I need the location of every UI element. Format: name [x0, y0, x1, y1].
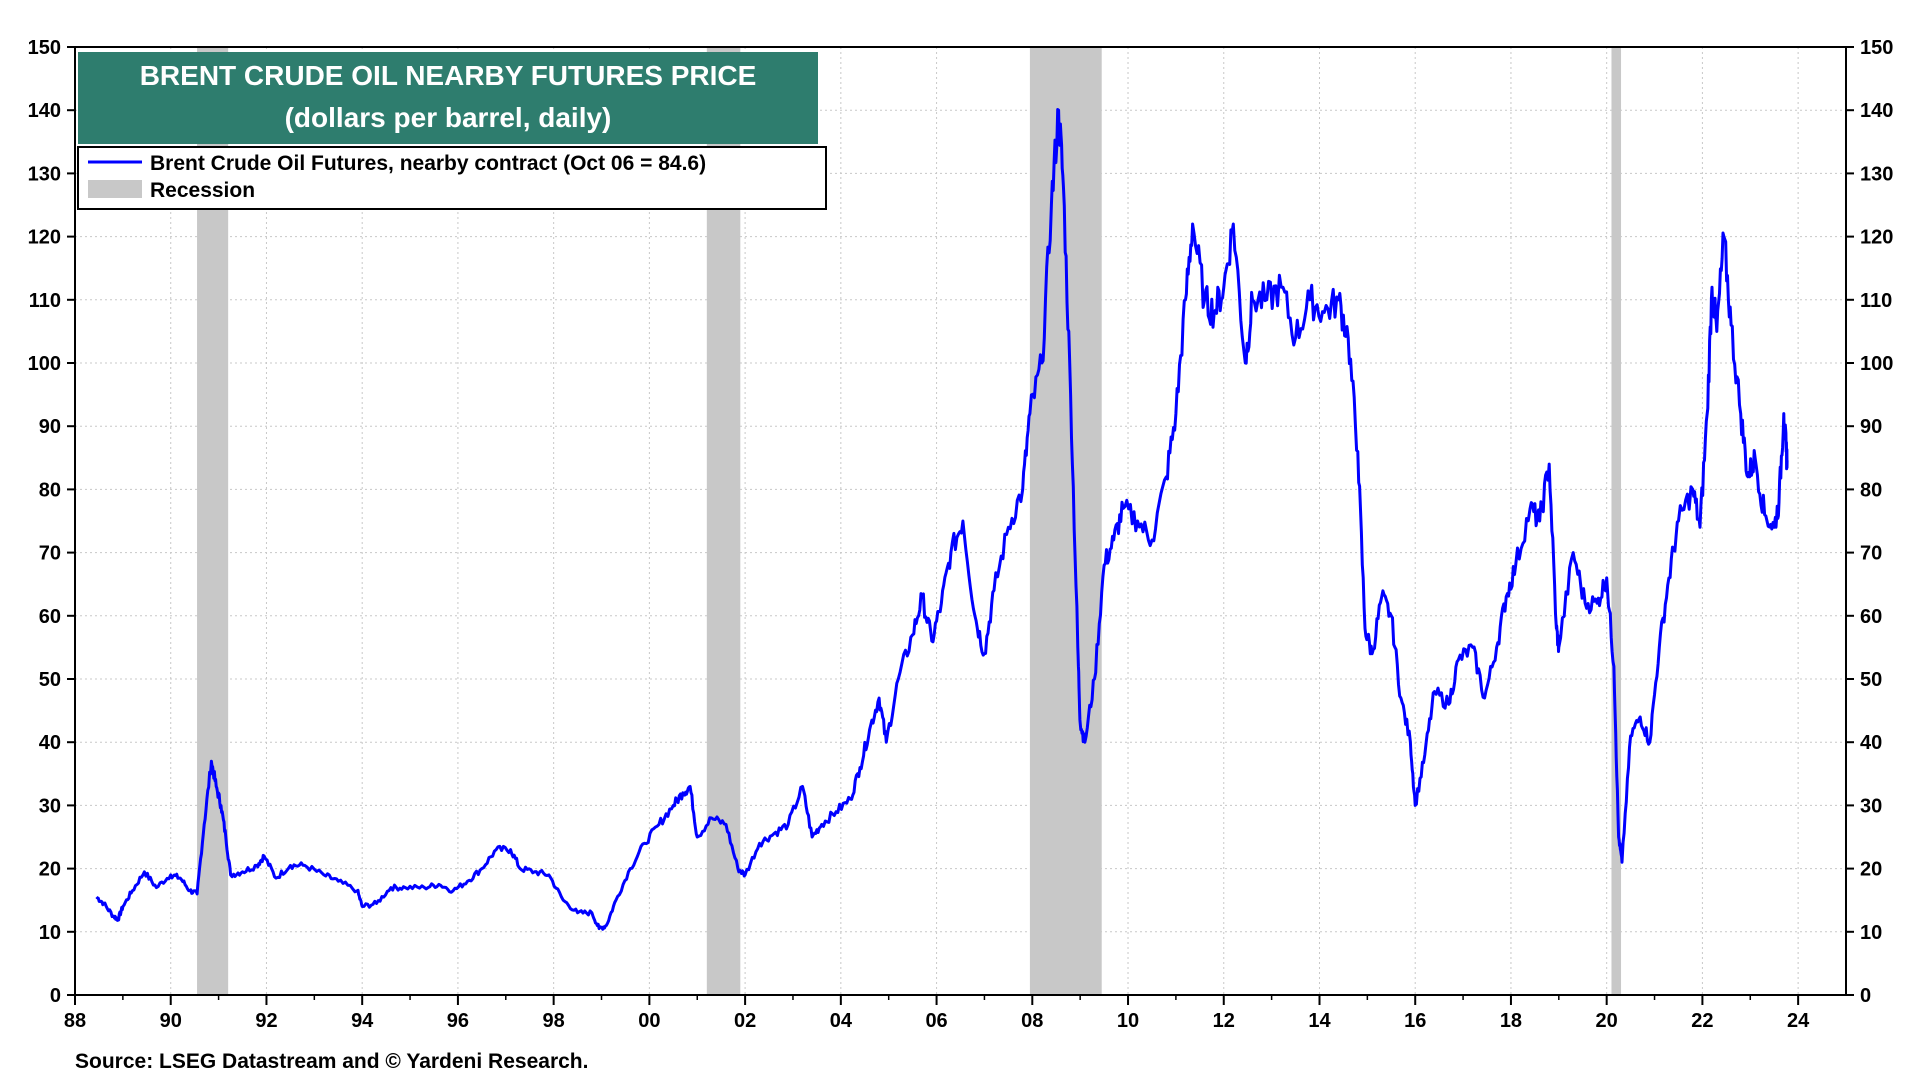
x-tick-label-06: 06 — [925, 1010, 947, 1032]
x-tick-label-24: 24 — [1787, 1010, 1810, 1032]
y-tick-label-left-130: 130 — [28, 163, 61, 185]
x-tick-label-98: 98 — [543, 1010, 565, 1032]
x-tick-label-10: 10 — [1117, 1010, 1139, 1032]
y-tick-label-right-40: 40 — [1860, 732, 1882, 754]
y-tick-label-left-20: 20 — [39, 859, 61, 881]
y-tick-label-right-150: 150 — [1860, 37, 1893, 59]
y-tick-label-left-100: 100 — [28, 353, 61, 375]
x-tick-label-22: 22 — [1691, 1010, 1713, 1032]
legend-box — [77, 146, 827, 210]
chart-subtitle: (dollars per barrel, daily) — [285, 102, 612, 133]
legend: Brent Crude Oil Futures, nearby contract… — [77, 146, 827, 210]
y-tick-label-right-110: 110 — [1860, 290, 1892, 312]
x-tick-label-02: 02 — [734, 1010, 756, 1032]
title-box-background — [78, 52, 818, 144]
x-tick-label-18: 18 — [1500, 1010, 1522, 1032]
y-tick-label-right-10: 10 — [1860, 922, 1882, 944]
legend-entry-recession: Recession — [150, 179, 255, 202]
recession-band-3 — [1611, 47, 1622, 995]
legend-recession-swatch — [88, 180, 142, 198]
source-note: Source: LSEG Datastream and © Yardeni Re… — [75, 1050, 588, 1073]
plot-frame — [74, 46, 1847, 996]
y-tick-label-right-60: 60 — [1860, 606, 1882, 628]
y-tick-label-right-130: 130 — [1860, 163, 1893, 185]
x-tick-label-08: 08 — [1021, 1010, 1043, 1032]
x-tick-label-16: 16 — [1404, 1010, 1426, 1032]
y-tick-label-right-30: 30 — [1860, 795, 1882, 817]
y-tick-label-left-140: 140 — [28, 100, 61, 122]
y-tick-label-right-70: 70 — [1860, 543, 1882, 565]
y-tick-label-right-100: 100 — [1860, 353, 1893, 375]
x-tick-label-92: 92 — [255, 1010, 277, 1032]
series-line-brent — [95, 108, 1789, 931]
legend-entry-brent: Brent Crude Oil Futures, nearby contract… — [150, 152, 706, 175]
y-tick-label-left-80: 80 — [39, 479, 61, 501]
y-tick-label-left-110: 110 — [29, 290, 61, 312]
x-tick-label-04: 04 — [830, 1010, 853, 1032]
y-tick-label-left-50: 50 — [39, 669, 61, 691]
x-tick-label-20: 20 — [1596, 1010, 1618, 1032]
x-tick-label-90: 90 — [160, 1010, 182, 1032]
title-box: BRENT CRUDE OIL NEARBY FUTURES PRICE (do… — [78, 52, 818, 144]
x-tick-label-96: 96 — [447, 1010, 469, 1032]
y-tick-label-right-90: 90 — [1860, 416, 1882, 438]
y-tick-label-right-120: 120 — [1860, 227, 1893, 249]
y-tick-label-left-90: 90 — [39, 416, 61, 438]
y-tick-label-left-70: 70 — [39, 543, 61, 565]
x-tick-label-12: 12 — [1213, 1010, 1235, 1032]
y-tick-label-right-20: 20 — [1860, 859, 1882, 881]
y-tick-label-right-140: 140 — [1860, 100, 1893, 122]
y-tick-label-right-0: 0 — [1860, 985, 1871, 1007]
x-tick-label-00: 00 — [638, 1010, 660, 1032]
y-tick-label-left-0: 0 — [50, 985, 61, 1007]
x-tick-label-88: 88 — [64, 1010, 86, 1032]
x-tick-label-14: 14 — [1308, 1010, 1331, 1032]
x-tick-label-94: 94 — [351, 1010, 374, 1032]
recession-band-2 — [1029, 47, 1102, 995]
y-tick-label-right-80: 80 — [1860, 479, 1882, 501]
y-tick-label-left-150: 150 — [28, 37, 61, 59]
y-tick-label-left-60: 60 — [39, 606, 61, 628]
y-tick-label-left-120: 120 — [28, 227, 61, 249]
y-tick-label-left-40: 40 — [39, 732, 61, 754]
y-tick-label-left-10: 10 — [39, 922, 61, 944]
chart-title: BRENT CRUDE OIL NEARBY FUTURES PRICE — [140, 60, 757, 91]
y-tick-label-left-30: 30 — [39, 795, 61, 817]
y-tick-label-right-50: 50 — [1860, 669, 1882, 691]
series-lines — [95, 108, 1789, 931]
